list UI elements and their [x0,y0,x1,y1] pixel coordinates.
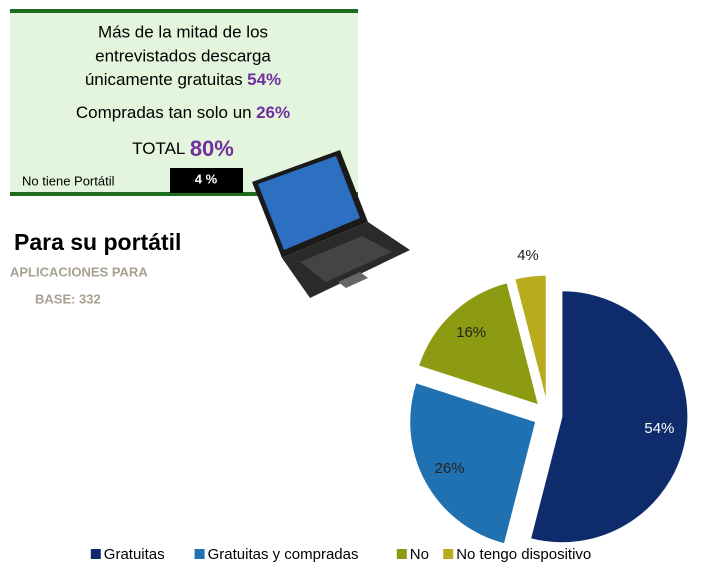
legend-swatch [90,549,101,559]
callout-text: Compradas tan solo un [76,103,252,122]
legend-label: Gratuitas y compradas [208,546,359,563]
laptop-icon [252,150,410,298]
heading-base: BASE: 332 [35,291,101,306]
callout-pct: 80% [190,136,234,161]
legend: Gratuitas Gratuitas y compradas No No tengo… [90,546,591,563]
callout-text: TOTAL [132,139,185,158]
pie-slice [529,290,689,544]
pie-slice [514,274,547,402]
slice-label: 16% [456,324,486,341]
no-laptop-pct: 4 % [195,171,218,186]
pie-chart: 54% 26% 16% 4% [409,247,689,545]
callout-text: únicamente gratuitas [85,70,243,89]
slice-label: 54% [644,420,674,437]
callout-total: TOTAL 80% [132,136,234,161]
callout-line: Compradas tan solo un 26% [76,103,290,122]
no-laptop-label: No tiene Portátil [22,173,115,188]
slice-label: 26% [435,460,465,477]
pie-slice [409,382,537,545]
legend-swatch [396,549,407,559]
legend-label: No [410,546,429,563]
heading-title: Para su portátil [14,229,181,255]
legend-swatch [443,549,454,559]
legend-label: No tengo dispositivo [456,546,591,563]
legend-label: Gratuitas [104,546,165,563]
callout-box [10,10,358,195]
callout-line: entrevistados descarga [95,46,271,65]
heading-subtitle: APLICACIONES PARA [10,264,148,279]
callout-line: Más de la mitad de los [98,22,268,41]
callout-pct: 54% [247,70,281,89]
pie-slice [417,282,540,406]
slice-label: 4% [517,247,539,264]
legend-swatch [194,549,205,559]
no-laptop-box [170,168,243,193]
callout-pct: 26% [256,103,290,122]
callout-line: únicamente gratuitas 54% [85,70,281,89]
